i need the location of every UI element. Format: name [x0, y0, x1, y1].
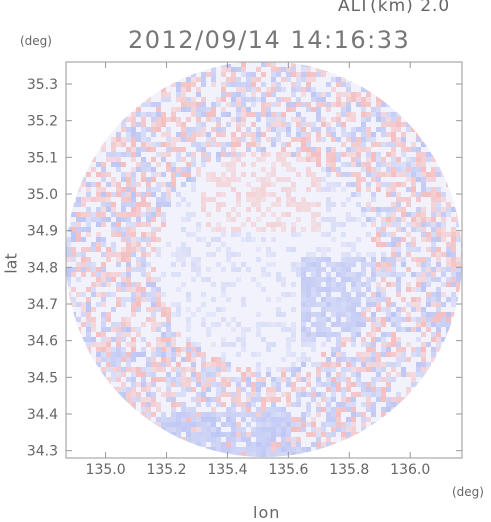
x-axis-label: lon	[253, 503, 281, 522]
y-tick-label: 34.7	[27, 297, 58, 313]
x-tick-label: 135.2	[146, 462, 186, 478]
x-unit-label: (deg)	[452, 485, 484, 499]
y-tick-label: 35.2	[27, 114, 58, 130]
x-tick-label: 135.8	[329, 462, 369, 478]
radar-echo-field	[66, 62, 462, 457]
x-tick-label: 135.6	[268, 462, 308, 478]
y-unit-label: (deg)	[20, 34, 52, 48]
x-tick-label: 136.0	[390, 462, 430, 478]
x-tick-label: 135.0	[86, 462, 126, 478]
y-tick-label: 34.6	[27, 334, 58, 350]
y-tick-label: 35.3	[27, 77, 58, 93]
plot-frame	[65, 61, 463, 459]
y-tick-label: 34.4	[27, 407, 58, 423]
y-tick-label: 34.9	[27, 224, 58, 240]
y-tick-label: 34.3	[27, 444, 58, 460]
y-tick-label: 34.5	[27, 370, 58, 386]
axis-ticks	[66, 62, 462, 458]
y-tick-label: 34.8	[27, 260, 58, 276]
timestamp-title: 2012/09/14 14:16:33	[128, 26, 411, 54]
y-tick-label: 35.1	[27, 150, 58, 166]
x-tick-label: 135.4	[207, 462, 247, 478]
altitude-label: ALT(km) 2.0	[338, 0, 451, 16]
y-tick-label: 35.0	[27, 187, 58, 203]
